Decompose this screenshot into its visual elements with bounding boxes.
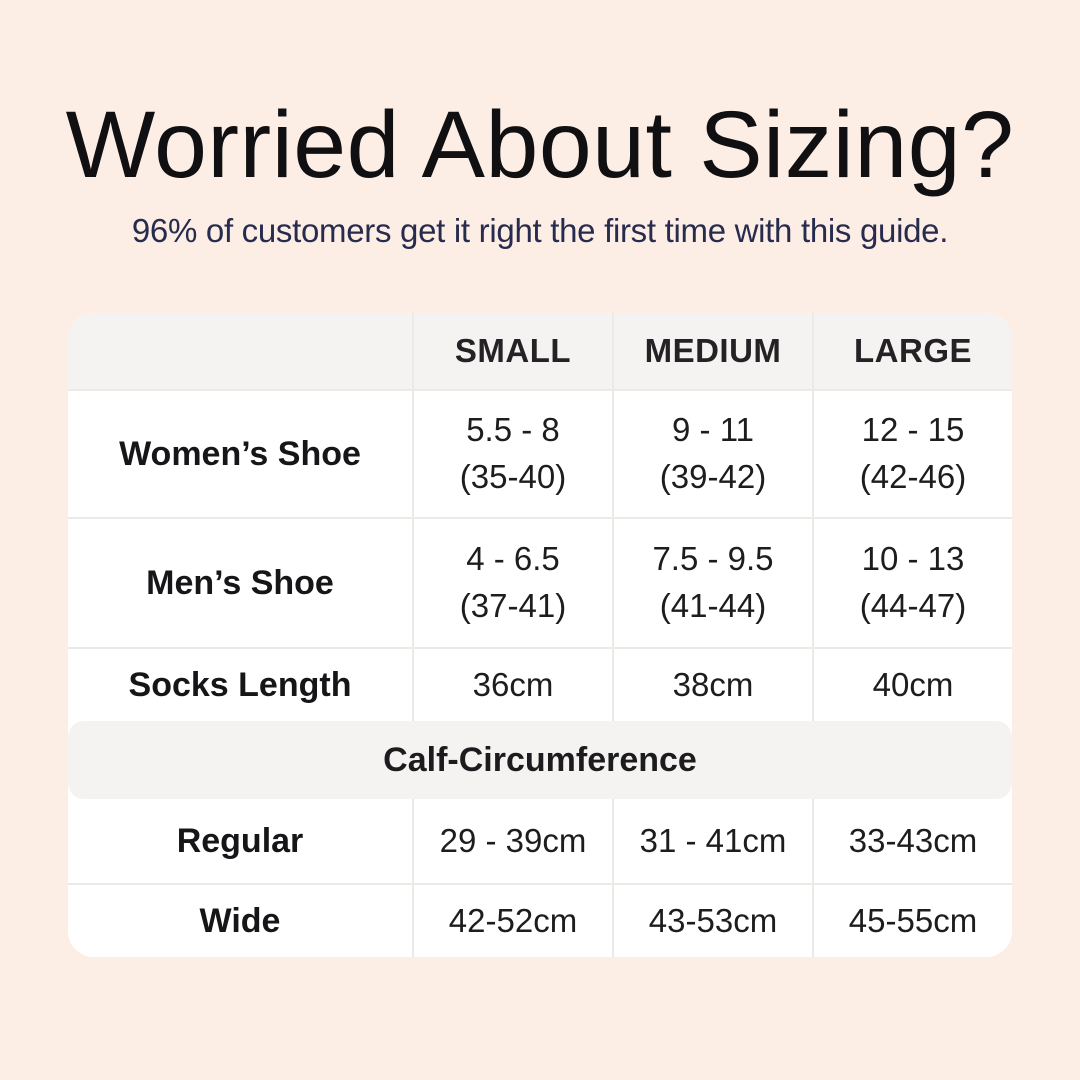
page-title: Worried About Sizing? [65, 92, 1015, 198]
table-row-mens-shoe: Men’s Shoe 4 - 6.5 (37-41) 7.5 - 9.5 (41… [68, 517, 1012, 647]
row-label-regular: Regular [176, 821, 304, 860]
mens-shoe-large: 10 - 13 (44-47) [812, 519, 1012, 647]
header-cell-empty [68, 313, 412, 389]
mens-shoe-medium: 7.5 - 9.5 (41-44) [612, 519, 812, 647]
womens-shoe-large: 12 - 15 (42-46) [812, 391, 1012, 517]
socks-length-medium: 38cm [612, 649, 812, 721]
table-section-header-calf-circumference: Calf-Circumference [68, 721, 1012, 799]
header-cell-small: SMALL [412, 313, 612, 389]
row-label-mens-shoe: Men’s Shoe [146, 563, 334, 602]
header-cell-medium: MEDIUM [612, 313, 812, 389]
table-row-wide: Wide 42-52cm 43-53cm 45-55cm [68, 883, 1012, 957]
socks-length-large: 40cm [812, 649, 1012, 721]
table-header-row: SMALL MEDIUM LARGE [68, 313, 1012, 389]
table-row-socks-length: Socks Length 36cm 38cm 40cm [68, 647, 1012, 721]
table-row-regular: Regular 29 - 39cm 31 - 41cm 33-43cm [68, 799, 1012, 883]
wide-small: 42-52cm [412, 885, 612, 957]
table-row-womens-shoe: Women’s Shoe 5.5 - 8 (35-40) 9 - 11 (39-… [68, 389, 1012, 517]
row-label-socks-length: Socks Length [128, 665, 352, 704]
row-label-wide: Wide [199, 901, 281, 940]
socks-length-small: 36cm [412, 649, 612, 721]
calf-circumference-label: Calf-Circumference [383, 740, 697, 779]
regular-large: 33-43cm [812, 799, 1012, 883]
womens-shoe-medium: 9 - 11 (39-42) [612, 391, 812, 517]
wide-medium: 43-53cm [612, 885, 812, 957]
mens-shoe-small: 4 - 6.5 (37-41) [412, 519, 612, 647]
wide-large: 45-55cm [812, 885, 1012, 957]
page-subtitle: 96% of customers get it right the first … [131, 211, 949, 249]
size-table: SMALL MEDIUM LARGE Women’s Shoe 5.5 - 8 … [68, 313, 1012, 957]
header-cell-large: LARGE [812, 313, 1012, 389]
regular-medium: 31 - 41cm [612, 799, 812, 883]
regular-small: 29 - 39cm [412, 799, 612, 883]
row-label-womens-shoe: Women’s Shoe [119, 434, 361, 473]
womens-shoe-small: 5.5 - 8 (35-40) [412, 391, 612, 517]
